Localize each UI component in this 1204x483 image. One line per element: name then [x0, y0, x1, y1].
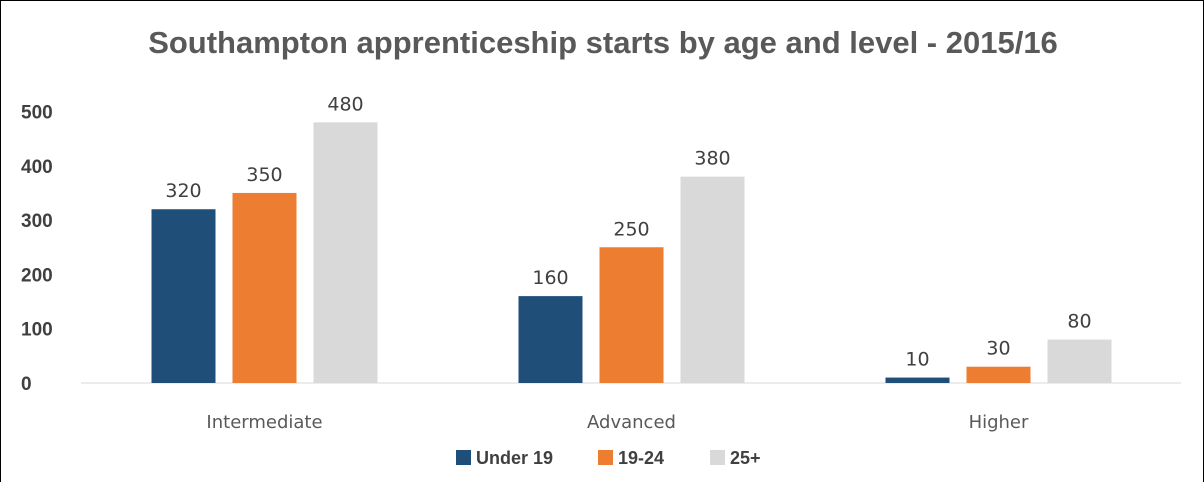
bar-intermediate-25+: [313, 122, 378, 384]
y-tick-label: 400: [21, 157, 53, 178]
bar-advanced-25+: [680, 176, 745, 383]
x-axis: Intermediate Advanced Higher: [206, 412, 1029, 433]
legend-label: 19-24: [618, 448, 664, 468]
bar-higher-25+: [1047, 339, 1112, 383]
y-tick-label: 500: [21, 103, 53, 124]
data-label: 80: [1067, 311, 1091, 333]
bar-advanced-19-24: [599, 247, 664, 383]
data-label: 30: [986, 338, 1010, 360]
y-tick-label: 300: [21, 211, 53, 232]
legend-label: Under 19: [476, 448, 553, 468]
bar-advanced-under-19: [518, 296, 583, 383]
data-label: 250: [613, 218, 649, 240]
legend: Under 19 19-24 25+: [456, 448, 761, 468]
data-label: 320: [165, 180, 201, 202]
data-label: 480: [327, 93, 363, 115]
legend-swatch: [710, 450, 725, 465]
y-tick-label: 0: [21, 374, 32, 395]
legend-swatch: [456, 450, 471, 465]
x-tick-label: Intermediate: [206, 412, 322, 433]
data-label: 350: [246, 164, 282, 186]
data-label: 10: [905, 349, 929, 371]
bar-intermediate-under-19: [151, 209, 216, 383]
data-label: 380: [694, 148, 730, 170]
x-tick-label: Advanced: [587, 412, 676, 433]
chart-title: Southampton apprenticeship starts by age…: [148, 25, 1058, 60]
y-tick-label: 100: [21, 320, 53, 341]
legend-swatch: [598, 450, 613, 465]
legend-label: 25+: [730, 448, 761, 468]
bar-higher-under-19: [885, 377, 950, 383]
bars: [151, 122, 1112, 384]
data-labels: 320 350 480 160 250 380 10 30 80: [165, 93, 1091, 370]
y-tick-label: 200: [21, 265, 53, 286]
data-label: 160: [532, 267, 568, 289]
x-tick-label: Higher: [969, 412, 1029, 433]
bar-higher-19-24: [966, 366, 1031, 383]
y-axis: 0 100 200 300 400 500: [21, 103, 53, 396]
bar-intermediate-19-24: [232, 192, 297, 383]
